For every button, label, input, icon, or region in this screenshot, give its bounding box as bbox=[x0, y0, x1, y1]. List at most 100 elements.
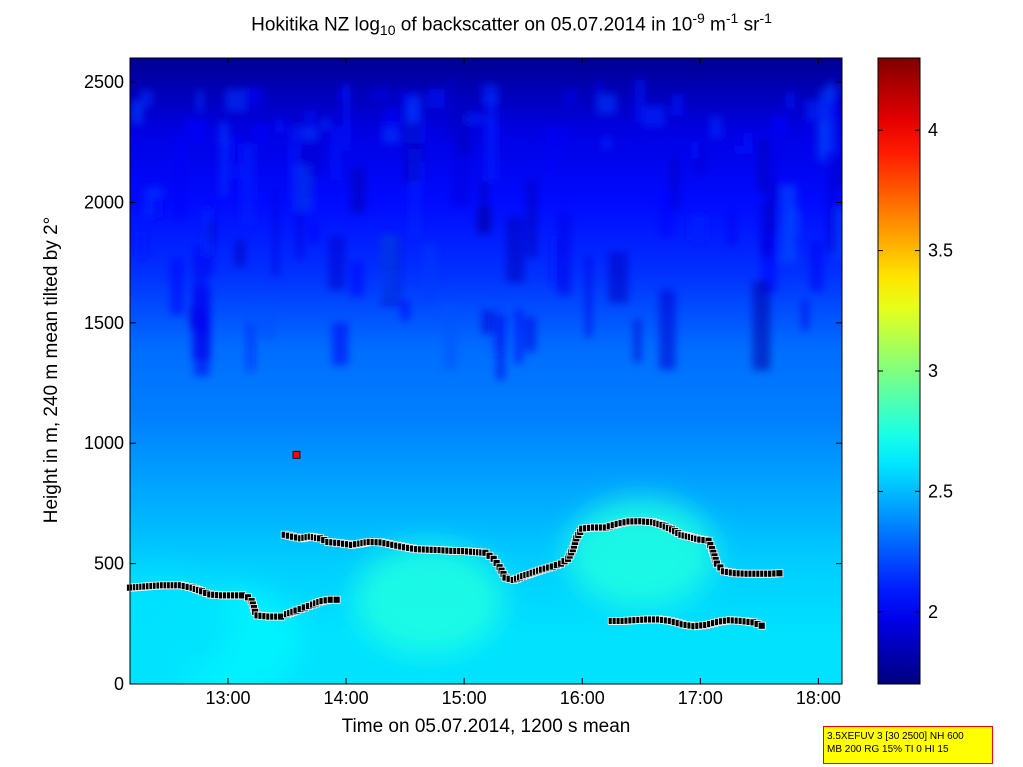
heatmap-patch bbox=[140, 89, 153, 107]
heatmap-streak bbox=[788, 209, 801, 236]
heatmap-streak bbox=[633, 319, 642, 363]
heatmap-streak bbox=[547, 155, 555, 176]
colorbar: 2 2.5 3 3.5 4 bbox=[877, 57, 953, 685]
plot-frame bbox=[129, 57, 843, 685]
heatmap-patch bbox=[830, 98, 838, 121]
series-layer bbox=[126, 450, 784, 631]
heatmap-patch bbox=[827, 82, 835, 102]
info-line-1: 3.5XEFUV 3 [30 2500] NH 600 bbox=[827, 731, 964, 742]
colorbar-tick-label: 3.5 bbox=[928, 241, 953, 261]
heatmap-patch bbox=[428, 88, 445, 109]
info-line-2: MB 200 RG 15% TI 0 HI 15 bbox=[827, 744, 949, 755]
heatmap-patch bbox=[225, 89, 247, 112]
series-3 bbox=[292, 450, 301, 459]
y-axis-label: Height in m, 240 m mean tilted by 2° bbox=[41, 216, 62, 524]
heatmap-streak bbox=[810, 240, 824, 292]
y-tick-label: 1500 bbox=[84, 313, 124, 333]
series-1 bbox=[280, 517, 784, 584]
heatmap-high-blob bbox=[353, 544, 504, 655]
heatmap-streak bbox=[332, 322, 349, 366]
heatmap-streak bbox=[443, 303, 458, 370]
heatmap-patch bbox=[595, 82, 603, 94]
series-1-marker bbox=[775, 569, 784, 578]
heatmap-patch bbox=[544, 128, 569, 153]
heatmap-streak bbox=[826, 165, 837, 252]
heatmap-field bbox=[130, 58, 842, 684]
heatmap-streak bbox=[801, 300, 809, 331]
series-0-marker bbox=[332, 595, 341, 604]
colorbar-tick-label: 2 bbox=[928, 602, 938, 622]
heatmap-streak bbox=[308, 221, 320, 244]
heatmap-streak bbox=[328, 235, 345, 291]
heatmap-streak bbox=[234, 239, 246, 267]
heatmap-streak bbox=[410, 149, 420, 237]
heatmap-streak bbox=[608, 251, 629, 304]
heatmap-streak bbox=[446, 81, 459, 140]
heatmap-patch bbox=[399, 91, 412, 104]
x-tick-label: 16:00 bbox=[560, 688, 605, 708]
heatmap-patch bbox=[596, 93, 617, 115]
heatmap-patch bbox=[300, 125, 319, 141]
heatmap-streak bbox=[400, 299, 411, 321]
heatmap-streak bbox=[476, 206, 492, 234]
heatmap-streak bbox=[514, 309, 523, 364]
heatmap-patch bbox=[602, 137, 611, 150]
heatmap-patch bbox=[254, 122, 267, 145]
heatmap-streak bbox=[403, 122, 421, 184]
heatmap-streak bbox=[835, 156, 842, 189]
heatmap-streak bbox=[550, 235, 558, 287]
heatmap-streak bbox=[134, 231, 148, 259]
heatmap-streak bbox=[496, 313, 505, 380]
heatmap-streak bbox=[526, 179, 538, 258]
series-2-marker bbox=[757, 621, 766, 630]
heatmap-streak bbox=[659, 289, 676, 370]
heatmap-patch bbox=[724, 127, 744, 146]
y-tick-label: 2500 bbox=[84, 72, 124, 92]
heatmap-streak bbox=[255, 310, 276, 339]
chart-title: Hokitika NZ log10 of backscatter on 05.0… bbox=[251, 10, 772, 39]
heatmap-streak bbox=[290, 125, 299, 197]
heatmap-patch bbox=[185, 118, 207, 144]
heatmap-streak bbox=[752, 280, 771, 371]
colorbar-tick-label: 2.5 bbox=[928, 481, 953, 501]
y-tick-label: 500 bbox=[94, 554, 124, 574]
heatmap-patch bbox=[233, 140, 242, 164]
x-tick-label: 17:00 bbox=[678, 688, 723, 708]
heatmap-patch bbox=[805, 100, 828, 121]
heatmap-streak bbox=[342, 82, 351, 151]
heatmap-streak bbox=[758, 140, 770, 194]
heatmap-patch bbox=[275, 119, 284, 134]
heatmap-streak bbox=[557, 211, 572, 296]
series-2 bbox=[607, 615, 766, 631]
heatmap-streak bbox=[349, 261, 364, 297]
heatmap-high-blob bbox=[566, 498, 717, 609]
heatmap-streak bbox=[726, 208, 737, 246]
heatmap-streak bbox=[659, 189, 674, 237]
y-tick-label: 2000 bbox=[84, 192, 124, 212]
y-tick-label: 1000 bbox=[84, 433, 124, 453]
heatmap-streak bbox=[220, 138, 228, 197]
heatmap-patch bbox=[244, 90, 265, 111]
heatmap-streak bbox=[803, 119, 811, 155]
heatmap-streak bbox=[295, 184, 304, 259]
heatmap-patch bbox=[406, 97, 418, 122]
heatmap-streak bbox=[192, 245, 209, 333]
heatmap-streak bbox=[762, 235, 772, 260]
heatmap-patch bbox=[372, 88, 391, 100]
heatmap-patch bbox=[690, 141, 699, 159]
heatmap-streak bbox=[585, 255, 593, 337]
heatmap-streak bbox=[247, 322, 255, 371]
heatmap-streak bbox=[689, 214, 707, 241]
heatmap-patch bbox=[643, 105, 666, 128]
x-tick-label: 15:00 bbox=[442, 688, 487, 708]
heatmap-streak bbox=[481, 309, 495, 335]
colorbar-gradient bbox=[877, 57, 921, 685]
heatmap-patch bbox=[771, 115, 787, 138]
series-0 bbox=[126, 581, 341, 621]
heatmap-patch bbox=[482, 83, 499, 105]
axes-layer: 13:00 14:00 15:00 16:00 17:00 18:00 0 500 1000 15… bbox=[84, 57, 843, 708]
heatmap-patch bbox=[196, 90, 204, 112]
heatmap-streak bbox=[150, 197, 165, 219]
